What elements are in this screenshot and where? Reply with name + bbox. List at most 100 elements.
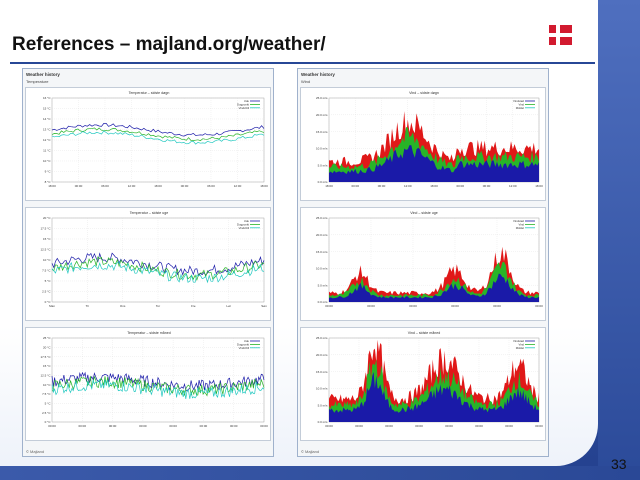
legend-label: Ude xyxy=(244,219,250,223)
y-tick-label: 25.0 m/s xyxy=(316,216,328,220)
x-tick-label: 18:00 xyxy=(154,184,162,188)
graph-svg: Vind – sidste døgn 25.0 m/s 20.0 m/s 15.0 m… xyxy=(316,91,543,188)
y-tick-label: 15 °C xyxy=(43,237,51,241)
y-tick-label: 10 °C xyxy=(43,258,51,262)
legend-label: Dugpunkt xyxy=(237,342,249,346)
legend-label: Vindstød xyxy=(513,99,524,103)
x-tick-label: 00:00 xyxy=(325,424,333,428)
graph-svg: Vind – sidste uge 25.0 m/s 20.0 m/s 15.0 m/… xyxy=(316,211,543,308)
x-tick-label: 00:00 xyxy=(535,424,543,428)
x-tick-label: Fre xyxy=(191,304,196,308)
slide-title: References – majland.org/weather/ xyxy=(12,34,326,55)
legend-label: Vindchill xyxy=(239,226,250,230)
x-tick-label: 00:00 xyxy=(475,424,483,428)
x-tick-label: Tor xyxy=(156,304,160,308)
series-dewpoint-line xyxy=(51,127,265,142)
legend-label: Vindchill xyxy=(239,346,250,350)
graph-title: Temperatur – sidste uge xyxy=(130,211,169,215)
graph-title: Vind – sidste døgn xyxy=(409,91,439,95)
graph-svg: Temperatur – sidste måned 25 °C 20 °C 17.5 … xyxy=(40,331,268,428)
x-tick-label: 12:00 xyxy=(509,184,517,188)
legend-label: Middel xyxy=(516,106,525,110)
screenshot-footer: © Majland xyxy=(26,449,45,454)
danish-flag-icon xyxy=(549,25,572,45)
legend-label: Vindstød xyxy=(513,339,524,343)
temperature-graph-month: Temperatur – sidste måned 25 °C 20 °C 17.5 … xyxy=(25,327,271,441)
y-tick-label: 12.5 °C xyxy=(40,248,51,252)
screenshot-section: Temperature xyxy=(26,79,49,84)
y-tick-label: 5.0 m/s xyxy=(318,163,328,167)
y-tick-label: 12 °C xyxy=(43,138,51,142)
x-tick-label: 12:00 xyxy=(234,184,242,188)
series-dewpoint-line xyxy=(51,256,265,281)
x-tick-label: 06:00 xyxy=(483,184,491,188)
y-tick-label: 25.0 m/s xyxy=(316,336,328,340)
temperature-screenshot: Weather history Temperature Temperatur –… xyxy=(22,68,274,457)
y-tick-label: 14 °C xyxy=(43,117,51,121)
x-tick-label: 00:00 xyxy=(367,304,375,308)
graph-title: Temperatur – sidste måned xyxy=(127,331,171,335)
y-tick-label: 5 °C xyxy=(45,402,52,406)
legend-label: Vind xyxy=(518,342,524,346)
y-tick-label: 0.0 m/s xyxy=(318,180,328,184)
x-tick-label: 18:00 xyxy=(48,184,56,188)
slide-right-border xyxy=(598,0,640,480)
y-tick-label: 25 °C xyxy=(43,336,51,340)
y-tick-label: 10 °C xyxy=(43,383,51,387)
y-tick-label: 13 °C xyxy=(43,128,51,132)
y-tick-label: 25.0 m/s xyxy=(316,96,328,100)
y-tick-label: 8 °C xyxy=(45,180,52,184)
x-tick-label: 06:00 xyxy=(101,184,109,188)
y-tick-label: 17.5 °C xyxy=(40,355,51,359)
series-windchill-line xyxy=(51,130,265,145)
x-tick-label: Søn xyxy=(261,304,267,308)
screenshot-header: Weather history xyxy=(301,72,335,77)
temperature-graph-day: Temperatur – sidste døgn 16 °C 15 °C 14 °C 1… xyxy=(25,87,271,201)
y-tick-label: 20.0 m/s xyxy=(316,353,328,357)
legend-label: Vind xyxy=(518,102,524,106)
graph-title: Vind – sidste måned xyxy=(408,331,441,335)
x-tick-label: 00:00 xyxy=(451,304,459,308)
legend-label: Dugpunkt xyxy=(237,222,249,226)
wind-screenshot: Weather history Wind Vind – sidste døgn 2… xyxy=(297,68,549,457)
x-tick-label: 12:00 xyxy=(404,184,412,188)
y-tick-label: 5.0 m/s xyxy=(318,283,328,287)
y-tick-label: 0 °C xyxy=(45,300,52,304)
screenshot-section: Wind xyxy=(301,79,311,84)
y-tick-label: 0.0 m/s xyxy=(318,300,328,304)
x-tick-label: 00:00 xyxy=(415,424,423,428)
legend-label: Vindchill xyxy=(239,106,250,110)
x-tick-label: 00:00 xyxy=(181,184,189,188)
legend-label: Ude xyxy=(244,99,250,103)
legend-label: Ude xyxy=(244,339,250,343)
y-tick-label: 2.5 °C xyxy=(42,290,51,294)
y-tick-label: 2.5 °C xyxy=(42,411,51,415)
x-tick-label: 18:00 xyxy=(325,184,333,188)
y-tick-label: 20.0 m/s xyxy=(316,233,328,237)
wind-mean-area xyxy=(329,145,539,182)
y-tick-label: 15.0 m/s xyxy=(316,130,328,134)
plot-area xyxy=(51,337,265,423)
wind-graph-month: Vind – sidste måned 25.0 m/s 20.0 m/s 15.0 … xyxy=(300,327,546,441)
y-tick-label: 15.0 m/s xyxy=(316,250,328,254)
x-tick-label: 18:00 xyxy=(260,184,268,188)
x-tick-label: 00:00 xyxy=(230,424,238,428)
x-tick-label: 12:00 xyxy=(128,184,136,188)
x-tick-label: 18:00 xyxy=(430,184,438,188)
y-tick-label: 0 °C xyxy=(45,420,52,424)
y-tick-label: 15 °C xyxy=(43,107,51,111)
wind-gust-area xyxy=(329,246,539,302)
y-tick-label: 17.5 °C xyxy=(40,227,51,231)
x-tick-label: 00:00 xyxy=(139,424,147,428)
x-tick-label: 00:00 xyxy=(109,424,117,428)
screenshot-footer: © Majland xyxy=(301,449,320,454)
x-tick-label: 00:00 xyxy=(535,304,543,308)
graph-title: Vind – sidste uge xyxy=(410,211,438,215)
series-windchill-line xyxy=(51,261,265,284)
y-tick-label: 16 °C xyxy=(43,96,51,100)
x-tick-label: 00:00 xyxy=(325,304,333,308)
x-tick-label: 00:00 xyxy=(200,424,208,428)
wind-graph-week: Vind – sidste uge 25.0 m/s 20.0 m/s 15.0 m/… xyxy=(300,207,546,321)
page-number: 33 xyxy=(611,456,627,472)
series-windchill-line xyxy=(51,378,265,399)
